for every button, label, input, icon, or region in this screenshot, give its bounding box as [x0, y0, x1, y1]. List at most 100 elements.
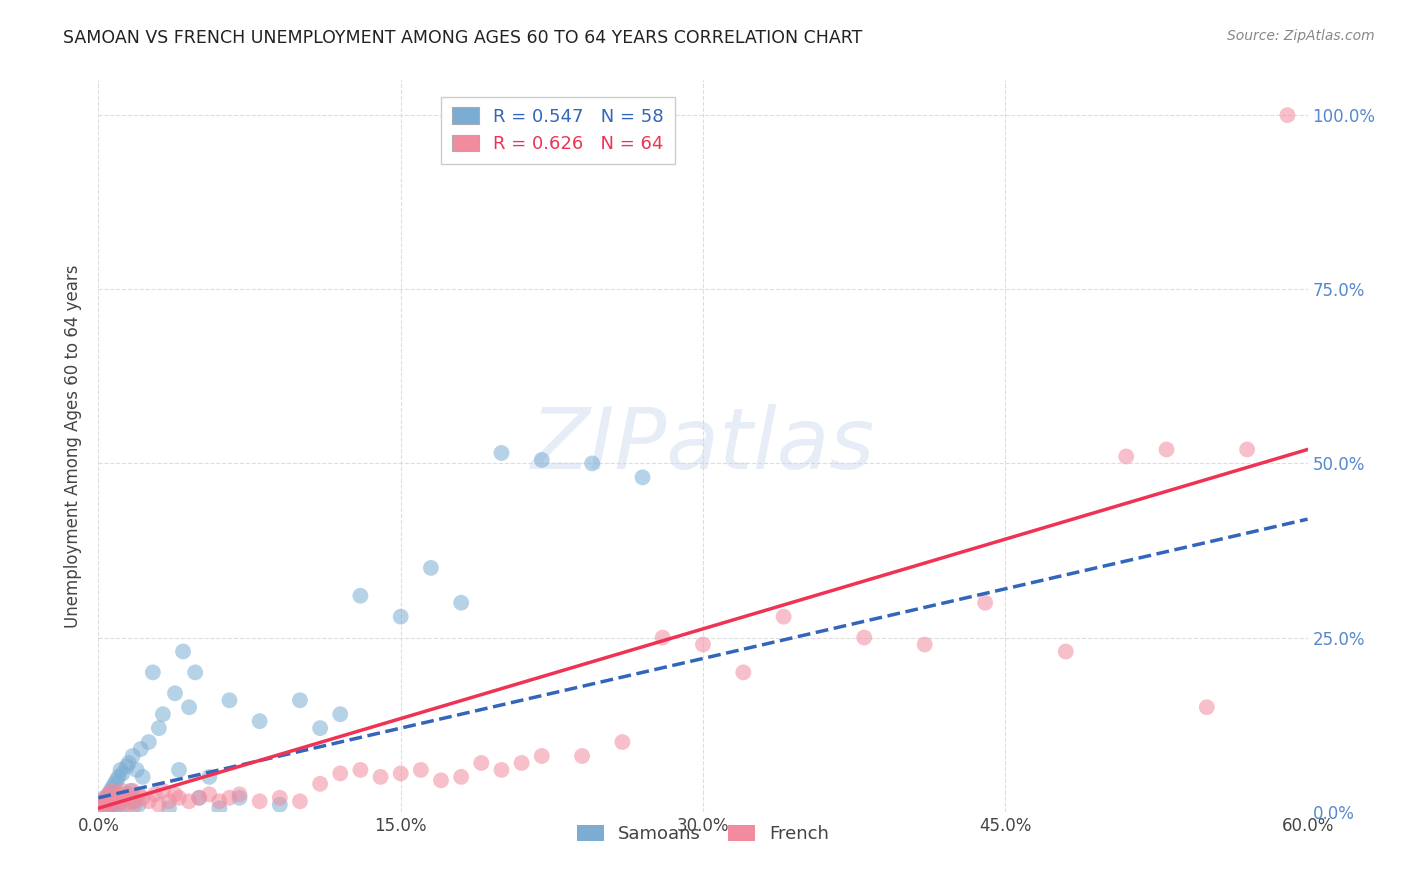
Point	[121, 784, 143, 798]
Point	[167, 790, 190, 805]
Point	[132, 770, 155, 784]
Point	[1277, 108, 1299, 122]
Point	[124, 794, 146, 808]
Point	[269, 790, 291, 805]
Point	[138, 735, 160, 749]
Point	[208, 794, 231, 808]
Point	[430, 773, 453, 788]
Point	[218, 790, 240, 805]
Point	[631, 470, 654, 484]
Point	[142, 665, 165, 680]
Point	[409, 763, 432, 777]
Point	[163, 787, 186, 801]
Point	[89, 797, 111, 812]
Point	[97, 797, 120, 812]
Point	[132, 790, 155, 805]
Point	[96, 801, 118, 815]
Point	[530, 453, 553, 467]
Point	[188, 790, 211, 805]
Point	[450, 770, 472, 784]
Point	[309, 721, 332, 735]
Point	[370, 770, 392, 784]
Point	[118, 787, 141, 801]
Point	[124, 797, 146, 812]
Point	[111, 784, 134, 798]
Point	[97, 787, 120, 801]
Point	[115, 790, 138, 805]
Point	[138, 794, 160, 808]
Point	[1236, 442, 1258, 457]
Point	[103, 797, 125, 812]
Point	[148, 797, 170, 812]
Point	[120, 794, 142, 808]
Point	[179, 794, 201, 808]
Y-axis label: Unemployment Among Ages 60 to 64 years: Unemployment Among Ages 60 to 64 years	[65, 264, 83, 628]
Point	[470, 756, 492, 770]
Point	[128, 787, 150, 801]
Point	[269, 797, 291, 812]
Point	[198, 787, 221, 801]
Point	[115, 759, 138, 773]
Point	[120, 784, 142, 798]
Point	[188, 790, 211, 805]
Point	[101, 780, 124, 795]
Point	[91, 794, 114, 808]
Point	[184, 665, 207, 680]
Point	[389, 766, 412, 780]
Point	[96, 790, 118, 805]
Point	[93, 801, 115, 815]
Point	[581, 457, 603, 471]
Legend: Samoans, French: Samoans, French	[569, 818, 837, 850]
Point	[571, 749, 593, 764]
Point	[91, 794, 114, 808]
Point	[110, 794, 132, 808]
Point	[530, 749, 553, 764]
Point	[152, 707, 174, 722]
Point	[1156, 442, 1178, 457]
Point	[100, 784, 122, 798]
Point	[105, 790, 128, 805]
Point	[651, 631, 673, 645]
Point	[510, 756, 533, 770]
Point	[692, 638, 714, 652]
Point	[101, 784, 124, 798]
Point	[107, 770, 129, 784]
Point	[491, 446, 513, 460]
Point	[309, 777, 332, 791]
Point	[450, 596, 472, 610]
Point	[100, 794, 122, 808]
Text: ZIPatlas: ZIPatlas	[531, 404, 875, 488]
Point	[125, 763, 148, 777]
Point	[733, 665, 755, 680]
Point	[148, 721, 170, 735]
Point	[107, 799, 129, 814]
Point	[1115, 450, 1137, 464]
Point	[118, 797, 141, 812]
Point	[114, 787, 136, 801]
Text: Source: ZipAtlas.com: Source: ZipAtlas.com	[1227, 29, 1375, 44]
Point	[97, 787, 120, 801]
Point	[288, 693, 311, 707]
Point	[103, 777, 125, 791]
Point	[167, 763, 190, 777]
Point	[105, 773, 128, 788]
Point	[249, 794, 271, 808]
Point	[157, 801, 180, 815]
Point	[110, 794, 132, 808]
Point	[105, 790, 128, 805]
Point	[121, 749, 143, 764]
Point	[249, 714, 271, 728]
Point	[420, 561, 443, 575]
Point	[198, 770, 221, 784]
Point	[163, 686, 186, 700]
Point	[114, 797, 136, 812]
Text: SAMOAN VS FRENCH UNEMPLOYMENT AMONG AGES 60 TO 64 YEARS CORRELATION CHART: SAMOAN VS FRENCH UNEMPLOYMENT AMONG AGES…	[63, 29, 863, 47]
Point	[612, 735, 634, 749]
Point	[172, 644, 194, 658]
Point	[228, 787, 250, 801]
Point	[1195, 700, 1218, 714]
Point	[152, 784, 174, 798]
Point	[329, 707, 352, 722]
Point	[111, 766, 134, 780]
Point	[103, 801, 125, 815]
